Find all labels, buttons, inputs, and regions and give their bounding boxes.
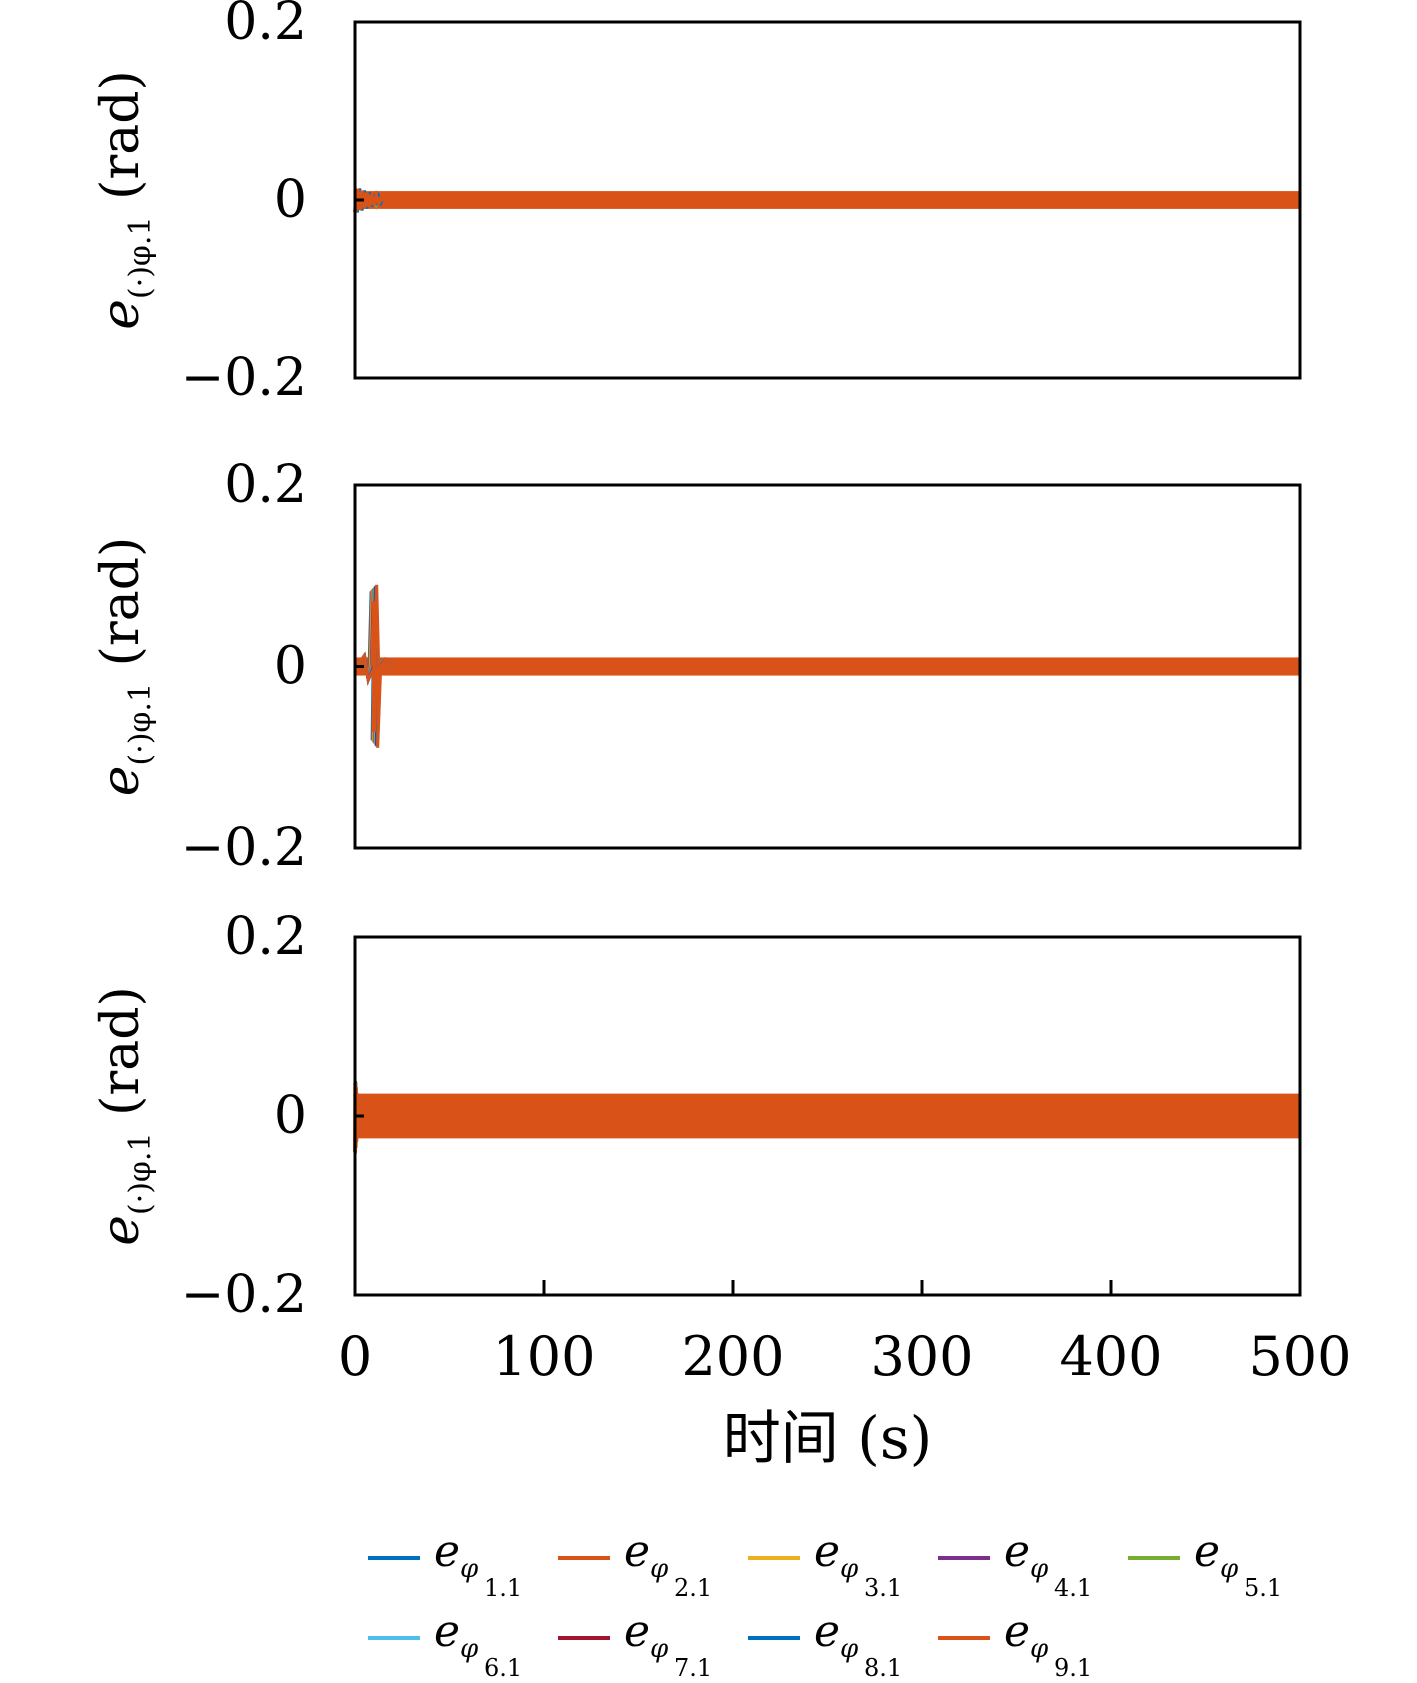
panel-2-series-9.1-transient [355, 584, 394, 748]
panel-2-ylabel: e(·)φ.1 (rad) [91, 537, 158, 797]
panel-2-ytick-label-2: 0 [274, 637, 307, 697]
panel-3-ytick-label-1: 0.2 [224, 907, 307, 967]
legend-symbol: e [814, 1606, 841, 1657]
legend-item-6.1: e φ 6.1 [360, 1606, 550, 1682]
legend-swatch [938, 1636, 990, 1640]
panel-1-ytick-label-1: 0.2 [224, 0, 307, 52]
panel-1-transient-main [353, 188, 385, 213]
panel-1-error-band [355, 191, 1300, 209]
xtick-label-1: 0 [338, 1325, 372, 1388]
legend-index: 9.1 [1054, 1654, 1093, 1682]
legend-swatch [558, 1556, 610, 1560]
panel-2-spike-main [370, 601, 378, 732]
xtick-label-2: 100 [492, 1325, 595, 1388]
xtick-label-6: 500 [1248, 1325, 1351, 1388]
legend-item-5.1: e φ 5.1 [1120, 1526, 1310, 1602]
xtick-label-5: 400 [1059, 1325, 1162, 1388]
panel-2-ytick-label-3: −0.2 [181, 818, 307, 878]
legend-item-4.1: e φ 4.1 [930, 1526, 1120, 1602]
legend-item-8.1: e φ 8.1 [740, 1606, 930, 1682]
panel-1-ytick-label-2: 0 [274, 170, 307, 230]
legend-index: 2.1 [674, 1574, 713, 1602]
panel-3-ytick-label-2: 0 [274, 1086, 307, 1146]
legend-subscript: φ [840, 1554, 859, 1584]
legend-swatch [748, 1556, 800, 1560]
legend-subscript: φ [1030, 1634, 1049, 1664]
xtick-label-4: 300 [870, 1325, 973, 1388]
legend-symbol: e [624, 1606, 651, 1657]
legend-item-3.1: e φ 3.1 [740, 1526, 930, 1602]
legend-subscript: φ [1030, 1554, 1049, 1584]
legend-swatch [558, 1636, 610, 1640]
legend-subscript: φ [650, 1554, 669, 1584]
panel-1-transient-trace-3 [353, 186, 385, 213]
panel-2-ytick-label-1: 0.2 [224, 455, 307, 515]
legend-index: 5.1 [1244, 1574, 1283, 1602]
legend-symbol: e [624, 1526, 651, 1577]
legend-swatch [748, 1636, 800, 1640]
legend-symbol: e [1004, 1606, 1031, 1657]
legend-swatch [368, 1636, 420, 1640]
legend-symbol: e [1194, 1526, 1221, 1577]
legend-swatch [368, 1556, 420, 1560]
legend-index: 1.1 [484, 1574, 523, 1602]
x-axis-label: 时间 (s) [723, 1404, 932, 1472]
legend-subscript: φ [460, 1634, 479, 1664]
panel-2-ylabel-text: e(·)φ.1 (rad) [91, 537, 158, 797]
legend-item-7.1: e φ 7.1 [550, 1606, 740, 1682]
panel-1-ytick-label-3: −0.2 [181, 348, 307, 408]
legend-item-2.1: e φ 2.1 [550, 1526, 740, 1602]
legend: e φ 1.1 e φ 2.1 e φ 3.1 e φ 4.1 e φ 5.1 e φ 6.1 e φ 7.1 e φ 8.1… [360, 1526, 1320, 1682]
panel-1-ylabel: e(·)φ.1 (rad) [91, 70, 158, 330]
legend-swatch [1128, 1556, 1180, 1560]
legend-index: 4.1 [1054, 1574, 1093, 1602]
legend-symbol: e [814, 1526, 841, 1577]
xtick-label-3: 200 [681, 1325, 784, 1388]
legend-item-9.1: e φ 9.1 [930, 1606, 1120, 1682]
panel-3-ylabel-text: e(·)φ.1 (rad) [91, 986, 158, 1246]
legend-symbol: e [1004, 1526, 1031, 1577]
legend-index: 3.1 [864, 1574, 903, 1602]
panel-3-ylabel: e(·)φ.1 (rad) [91, 986, 158, 1246]
legend-subscript: φ [650, 1634, 669, 1664]
legend-subscript: φ [460, 1554, 479, 1584]
panel-2-error-band [355, 657, 1300, 676]
legend-index: 6.1 [484, 1654, 523, 1682]
panel-3-ytick-label-3: −0.2 [181, 1265, 307, 1325]
legend-index: 8.1 [864, 1654, 903, 1682]
panel-1-ylabel-text: e(·)φ.1 (rad) [91, 70, 158, 330]
legend-index: 7.1 [674, 1654, 713, 1682]
legend-swatch [938, 1556, 990, 1560]
legend-symbol: e [434, 1526, 461, 1577]
legend-subscript: φ [1220, 1554, 1239, 1584]
legend-symbol: e [434, 1606, 461, 1657]
legend-subscript: φ [840, 1634, 859, 1664]
legend-item-1.1: e φ 1.1 [360, 1526, 550, 1602]
panel-3-error-band [355, 1093, 1300, 1139]
